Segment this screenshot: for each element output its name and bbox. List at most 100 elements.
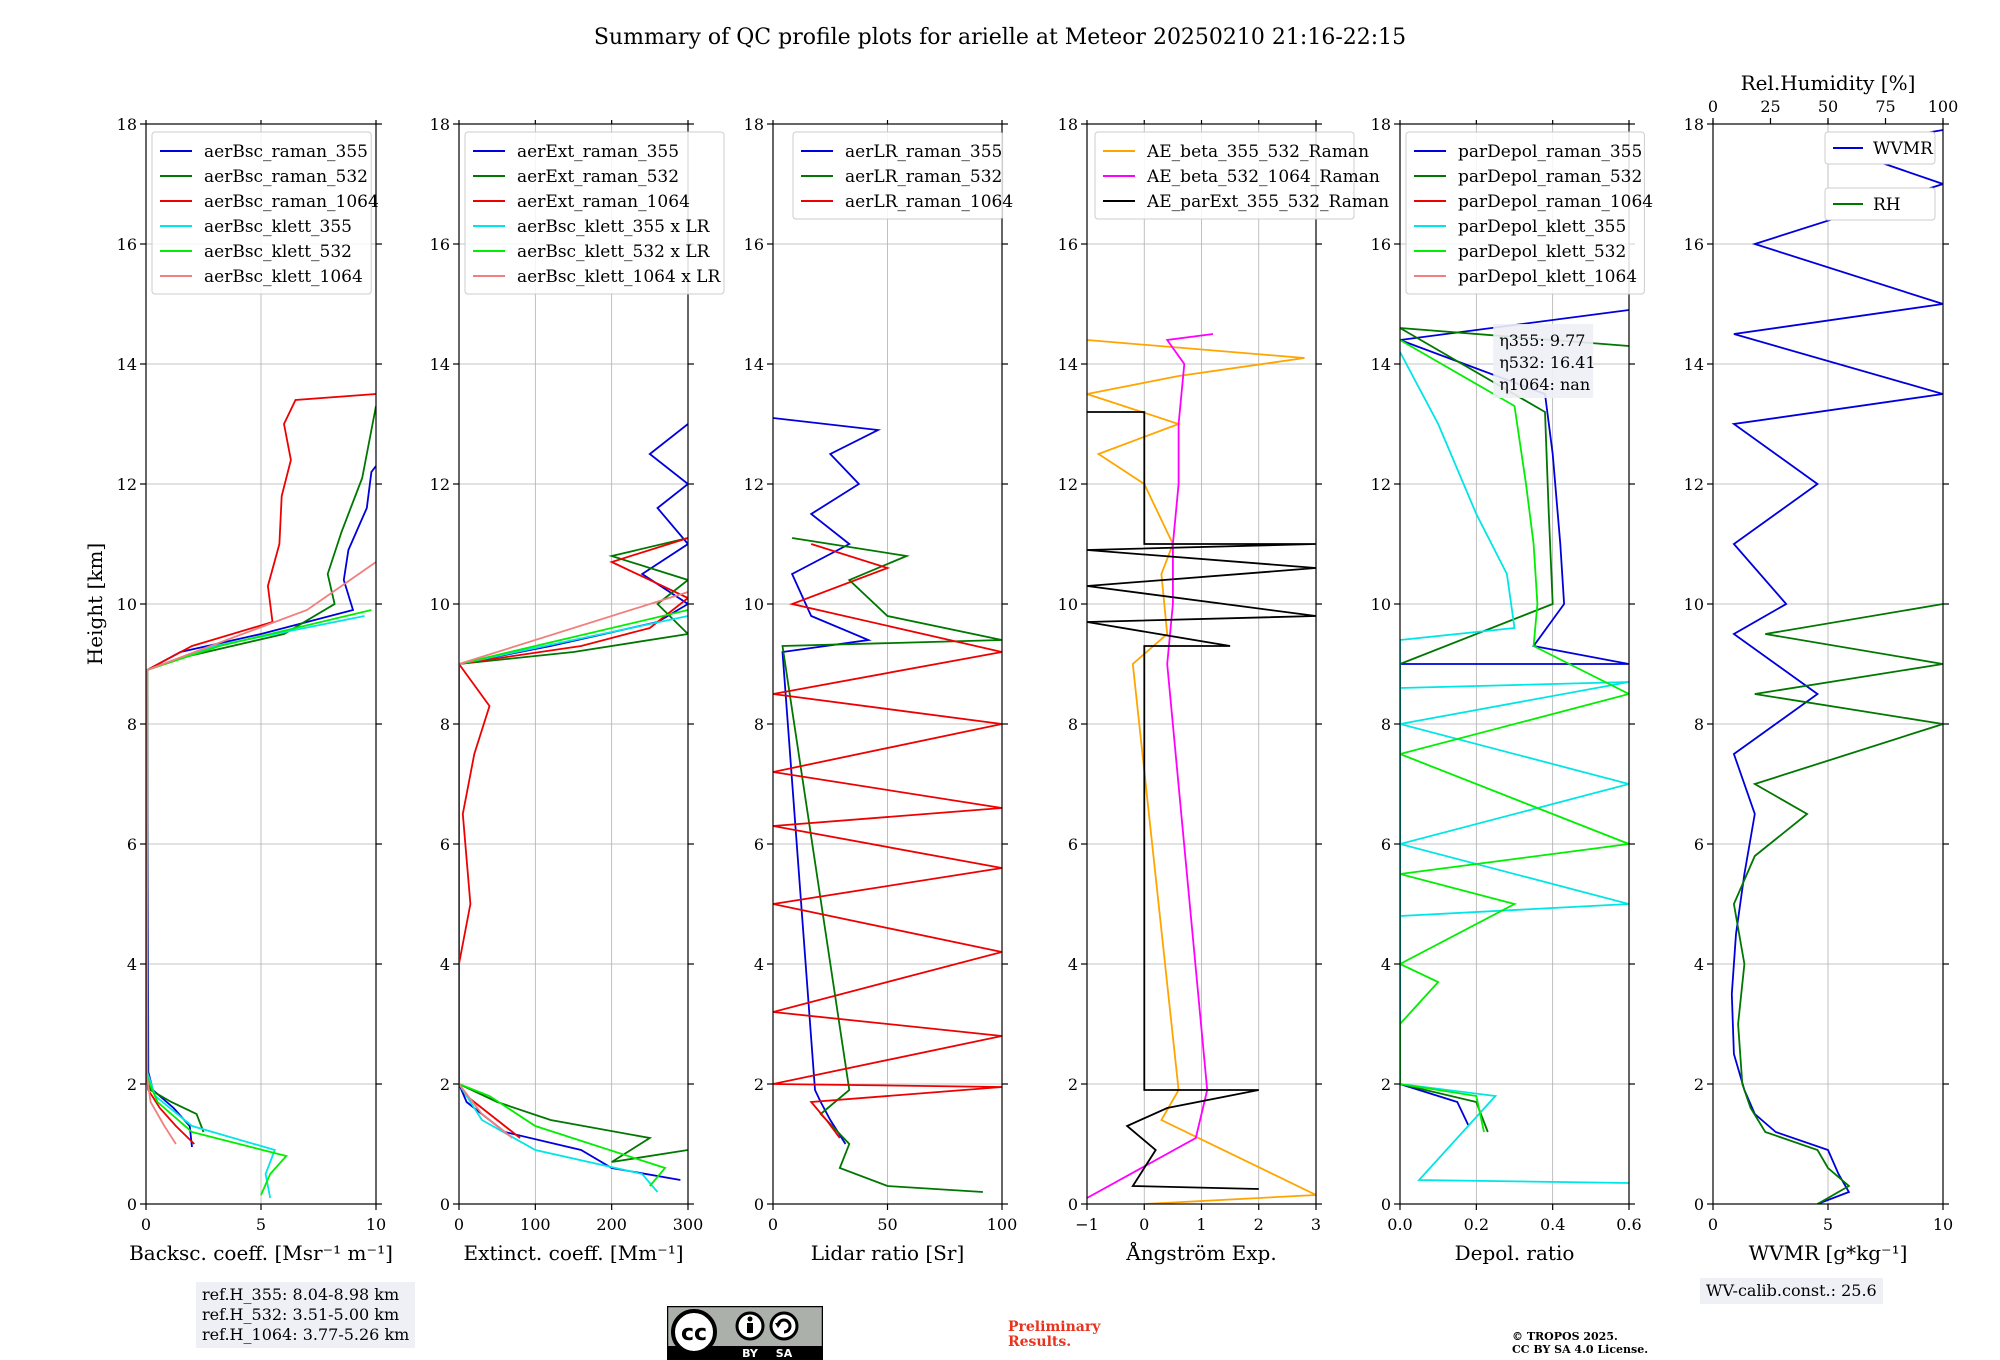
wv-calib-box: WV-calib.const.: 25.6 <box>1700 1278 1883 1304</box>
y-tick-label: 10 <box>1684 595 1704 614</box>
y-tick-label: 18 <box>430 115 450 134</box>
y-tick-label: 2 <box>754 1075 764 1094</box>
eta-annotation-box <box>1493 324 1594 398</box>
preliminary-line-1: Preliminary <box>1008 1319 1101 1335</box>
y-tick-label: 16 <box>1058 235 1078 254</box>
legend-label: aerExt_raman_355 <box>517 142 679 162</box>
y-tick-label: 16 <box>430 235 450 254</box>
series-group <box>146 393 376 1199</box>
x-tick-label: 0.4 <box>1540 1215 1565 1234</box>
y-tick-label: 16 <box>1684 235 1704 254</box>
copyright-note: © TROPOS 2025. CC BY SA 4.0 License. <box>1512 1330 1648 1356</box>
y-tick-label: 4 <box>127 955 137 974</box>
y-tick-label: 18 <box>1058 115 1078 134</box>
y-tick-label: 10 <box>744 595 764 614</box>
series-group <box>1730 129 1943 1204</box>
series-line-aerBsc-klett-355-x-LR <box>459 615 688 1193</box>
legend-box <box>1824 187 1936 221</box>
x-axis-label: WVMR [g*kg⁻¹] <box>1749 1241 1908 1265</box>
y-tick-label: 6 <box>1694 835 1704 854</box>
series-line-aerExt-raman-355 <box>459 423 688 1181</box>
copyright-line-2: CC BY SA 4.0 License. <box>1512 1343 1649 1356</box>
y-tick-label: 0 <box>754 1195 764 1214</box>
y-tick-label: 12 <box>1684 475 1704 494</box>
legend-box <box>151 131 372 295</box>
height-axis-label: Height [km] <box>83 543 107 665</box>
y-tick-label: 4 <box>440 955 450 974</box>
y-tick-label: 16 <box>1371 235 1391 254</box>
series-line-parDepol-raman-532 <box>1400 327 1629 1133</box>
y-tick-label: 4 <box>754 955 764 974</box>
y-tick-label: 2 <box>1694 1075 1704 1094</box>
series-line-aerBsc-raman-1064 <box>146 393 376 1145</box>
x-tick-label: 5 <box>256 1215 266 1234</box>
legend-label: aerExt_raman_532 <box>517 167 679 187</box>
series-line-aerLR-raman-532 <box>781 537 1002 1193</box>
legend-box <box>1824 131 1936 165</box>
x-axis-label: Ångström Exp. <box>1125 1240 1276 1265</box>
x-tick-label: 50 <box>877 1215 897 1234</box>
y-tick-label: 8 <box>127 715 137 734</box>
y-tick-label: 12 <box>1058 475 1078 494</box>
legend-label: parDepol_klett_355 <box>1458 217 1626 237</box>
x-tick-label: 10 <box>1933 1215 1953 1234</box>
y-tick-label: 12 <box>117 475 137 494</box>
y-tick-label: 12 <box>1371 475 1391 494</box>
series-line-aerLR-raman-355 <box>773 417 882 1145</box>
y-tick-label: 14 <box>1371 355 1391 374</box>
panel-2: 0 100 200 300 0 2 4 6 8 10 12 14 16 18 Extinct. coeff.… <box>430 115 725 1265</box>
y-tick-label: 8 <box>1694 715 1704 734</box>
y-tick-label: 0 <box>127 1195 137 1214</box>
series-group <box>1400 309 1629 1184</box>
eta-annotation-line: η1064: nan <box>1499 375 1590 394</box>
x-tick-label: 0 <box>768 1215 778 1234</box>
y-tick-label: 14 <box>430 355 450 374</box>
y-tick-label: 18 <box>744 115 764 134</box>
x-tick-label: 1 <box>1196 1215 1206 1234</box>
legend-label: AE_beta_355_532_Raman <box>1146 142 1369 162</box>
y-tick-label: 0 <box>440 1195 450 1214</box>
eta-annotation-line: η532: 16.41 <box>1499 353 1595 372</box>
x-tick-label: 0.2 <box>1464 1215 1489 1234</box>
series-line-AE-beta-532-1064-Raman <box>1087 333 1214 1199</box>
legend-label: aerLR_raman_532 <box>845 167 1002 187</box>
y-tick-label: 16 <box>117 235 137 254</box>
series-group <box>459 423 688 1193</box>
y-tick-label: 8 <box>1068 715 1078 734</box>
ref-heights-box: ref.H_355: 8.04-8.98 km ref.H_532: 3.51-… <box>196 1282 416 1348</box>
preliminary-results-note: Preliminary Results. <box>1008 1320 1100 1350</box>
series-line-parDepol-klett-532 <box>1400 339 1629 1133</box>
x-axis-label: Lidar ratio [Sr] <box>811 1241 965 1265</box>
legend-label: aerExt_raman_1064 <box>517 192 690 212</box>
top-x-tick-label: 25 <box>1760 97 1780 116</box>
y-tick-label: 0 <box>1694 1195 1704 1214</box>
eta-annotation-line: η355: 9.77 <box>1499 331 1585 350</box>
series-line-aerExt-raman-532 <box>459 537 688 1163</box>
y-tick-label: 10 <box>117 595 137 614</box>
series-group <box>773 417 1002 1193</box>
y-tick-label: 6 <box>440 835 450 854</box>
series-line-aerBsc-klett-532 <box>146 609 372 1196</box>
top-x-tick-label: 0 <box>1708 97 1718 116</box>
top-x-tick-label: 50 <box>1818 97 1838 116</box>
series-line-aerBsc-raman-355 <box>146 465 376 1148</box>
x-tick-label: 3 <box>1311 1215 1321 1234</box>
ref-height-1064: ref.H_1064: 3.77-5.26 km <box>202 1325 410 1344</box>
legend-label: parDepol_raman_1064 <box>1458 192 1653 212</box>
series-line-aerBsc-raman-532 <box>146 405 376 1133</box>
x-tick-label: 100 <box>987 1215 1018 1234</box>
y-tick-label: 14 <box>1684 355 1704 374</box>
x-axis-label: Backsc. coeff. [Msr⁻¹ m⁻¹] <box>129 1241 393 1265</box>
x-tick-label: 200 <box>596 1215 627 1234</box>
x-tick-label: 5 <box>1823 1215 1833 1234</box>
x-tick-label: 100 <box>520 1215 551 1234</box>
y-tick-label: 6 <box>1381 835 1391 854</box>
legend-label: parDepol_raman_355 <box>1458 142 1642 162</box>
x-tick-label: −1 <box>1075 1215 1099 1234</box>
legend-label: aerBsc_raman_355 <box>204 142 368 162</box>
y-tick-label: 16 <box>744 235 764 254</box>
legend-box <box>1094 131 1355 220</box>
